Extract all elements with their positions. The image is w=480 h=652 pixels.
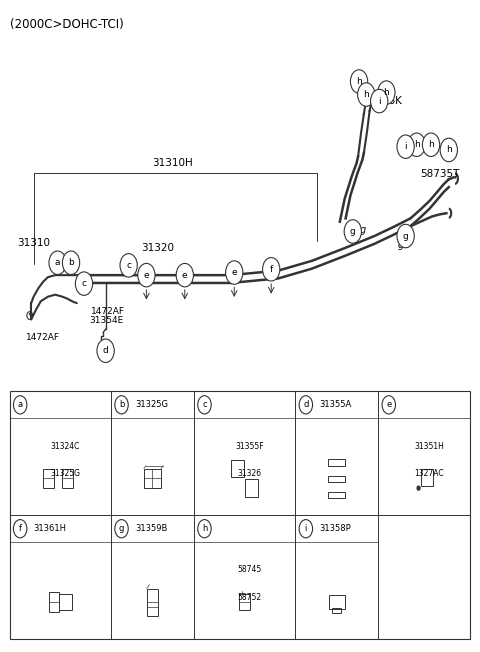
Text: f: f <box>270 265 273 274</box>
Text: e: e <box>386 400 391 409</box>
Circle shape <box>226 261 243 284</box>
Circle shape <box>13 396 27 414</box>
Text: i: i <box>404 142 407 151</box>
Text: 31351H: 31351H <box>414 441 444 451</box>
Text: g: g <box>397 239 404 250</box>
Text: h: h <box>446 145 452 155</box>
Text: c: c <box>126 261 131 270</box>
Circle shape <box>422 133 440 156</box>
Circle shape <box>397 135 414 158</box>
Text: 1327AC: 1327AC <box>414 469 444 478</box>
Circle shape <box>97 339 114 363</box>
Bar <box>10 391 470 639</box>
Text: 31310H: 31310H <box>153 158 193 168</box>
Text: 1472AF: 1472AF <box>26 333 60 342</box>
Text: d: d <box>103 346 108 355</box>
Circle shape <box>49 251 66 274</box>
Circle shape <box>350 70 368 93</box>
Text: h: h <box>384 88 389 97</box>
Circle shape <box>13 520 27 538</box>
Text: 31326: 31326 <box>237 469 262 478</box>
Text: 31325G: 31325G <box>50 469 80 478</box>
Text: d: d <box>303 400 309 409</box>
Text: 31355F: 31355F <box>235 441 264 451</box>
Circle shape <box>382 396 396 414</box>
Text: 31361H: 31361H <box>34 524 67 533</box>
Text: h: h <box>414 140 420 149</box>
Text: 58745: 58745 <box>237 565 262 574</box>
Text: a: a <box>55 258 60 267</box>
Text: 1472AF: 1472AF <box>91 306 125 316</box>
Circle shape <box>115 396 128 414</box>
Text: 31325G: 31325G <box>135 400 168 409</box>
Circle shape <box>299 396 312 414</box>
Text: f: f <box>19 524 22 533</box>
Text: 31355A: 31355A <box>319 400 351 409</box>
Circle shape <box>344 220 361 243</box>
Text: 58736K: 58736K <box>362 96 402 106</box>
Circle shape <box>115 520 128 538</box>
Text: g: g <box>350 227 356 236</box>
Text: h: h <box>202 524 207 533</box>
Text: i: i <box>378 96 381 106</box>
Text: 58752: 58752 <box>237 593 262 602</box>
Circle shape <box>138 263 155 287</box>
Circle shape <box>440 138 457 162</box>
Text: h: h <box>356 77 362 86</box>
Circle shape <box>75 272 93 295</box>
Text: e: e <box>144 271 149 280</box>
Circle shape <box>417 486 420 490</box>
Text: (2000C>DOHC-TCI): (2000C>DOHC-TCI) <box>10 18 123 31</box>
Text: e: e <box>182 271 188 280</box>
Text: b: b <box>119 400 124 409</box>
Text: c: c <box>202 400 207 409</box>
Text: c: c <box>82 279 86 288</box>
Circle shape <box>198 520 211 538</box>
Circle shape <box>408 133 425 156</box>
Text: h: h <box>363 90 369 99</box>
Circle shape <box>263 258 280 281</box>
Circle shape <box>62 251 80 274</box>
Text: 31358P: 31358P <box>319 524 351 533</box>
Circle shape <box>358 83 375 106</box>
Text: 31354E: 31354E <box>89 316 123 325</box>
Circle shape <box>120 254 137 277</box>
Text: 31324C: 31324C <box>50 441 80 451</box>
Circle shape <box>378 81 395 104</box>
Text: e: e <box>231 268 237 277</box>
Text: g: g <box>403 231 408 241</box>
Circle shape <box>176 263 193 287</box>
Circle shape <box>198 396 211 414</box>
Text: 31320: 31320 <box>142 243 175 253</box>
Circle shape <box>397 224 414 248</box>
Circle shape <box>371 89 388 113</box>
Text: g: g <box>119 524 124 533</box>
Text: i: i <box>305 524 307 533</box>
Text: 31359B: 31359B <box>135 524 168 533</box>
Text: h: h <box>428 140 434 149</box>
Text: 58735T: 58735T <box>420 169 459 179</box>
Text: a: a <box>18 400 23 409</box>
Circle shape <box>299 520 312 538</box>
Text: b: b <box>68 258 74 267</box>
Text: g: g <box>359 224 366 235</box>
Text: 31310: 31310 <box>17 238 50 248</box>
